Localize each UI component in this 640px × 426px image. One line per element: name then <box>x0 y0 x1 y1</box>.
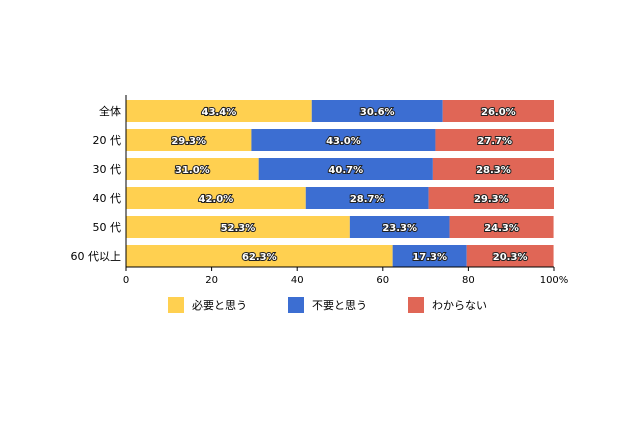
data-label-unknown-4: 24.3% <box>484 223 519 234</box>
category-label-1: 20 代 <box>93 134 122 147</box>
data-label-unnecessary-3: 28.7% <box>350 194 385 205</box>
legend-item-unnecessary: 不要と思う <box>288 297 408 313</box>
legend-item-necessary: 必要と思う <box>168 297 288 313</box>
data-label-unknown-1: 27.7% <box>477 136 512 147</box>
x-tick-label-1: 20 <box>205 275 218 286</box>
data-label-unnecessary-1: 43.0% <box>326 136 361 147</box>
bar-unknown-2 <box>432 158 554 180</box>
data-label-necessary-3: 42.0% <box>199 194 234 205</box>
legend: 必要と思う 不要と思う わからない <box>168 297 528 313</box>
bar-unknown-4 <box>449 216 554 238</box>
bar-unnecessary-4 <box>349 216 450 238</box>
bar-necessary-4 <box>126 216 350 238</box>
data-label-unknown-0: 26.0% <box>481 107 516 118</box>
x-tick-label-4: 80 <box>462 275 475 286</box>
bar-necessary-0 <box>126 100 312 122</box>
category-label-4: 50 代 <box>93 221 122 234</box>
category-label-2: 30 代 <box>93 163 122 176</box>
category-label-5: 60 代以上 <box>71 250 122 263</box>
data-label-unnecessary-0: 30.6% <box>360 107 395 118</box>
data-label-necessary-4: 52.3% <box>221 223 256 234</box>
bar-unknown-5 <box>466 245 554 267</box>
x-tick-label-3: 60 <box>376 275 389 286</box>
x-tick-label-2: 40 <box>291 275 304 286</box>
legend-label-unnecessary: 不要と思う <box>312 299 367 312</box>
data-label-unnecessary-4: 23.3% <box>382 223 417 234</box>
bar-unnecessary-3 <box>305 187 429 209</box>
bar-necessary-5 <box>126 245 393 267</box>
data-label-necessary-0: 43.4% <box>202 107 237 118</box>
legend-swatch-unknown <box>408 297 424 313</box>
bar-unnecessary-0 <box>311 100 443 122</box>
bar-unknown-0 <box>442 100 554 122</box>
category-label-3: 40 代 <box>93 192 122 205</box>
legend-item-unknown: わからない <box>408 297 528 313</box>
bar-necessary-1 <box>126 129 252 151</box>
legend-label-unknown: わからない <box>432 299 487 312</box>
data-label-unknown-5: 20.3% <box>493 252 528 263</box>
data-label-unknown-3: 29.3% <box>474 194 509 205</box>
bar-unknown-1 <box>435 129 554 151</box>
x-tick-label-0: 0 <box>123 275 129 286</box>
legend-label-necessary: 必要と思う <box>192 299 247 312</box>
legend-swatch-unnecessary <box>288 297 304 313</box>
data-label-unnecessary-5: 17.3% <box>412 252 447 263</box>
category-label-0: 全体 <box>99 104 121 118</box>
data-label-necessary-5: 62.3% <box>242 252 277 263</box>
bar-unknown-3 <box>428 187 554 209</box>
bar-necessary-3 <box>126 187 306 209</box>
data-label-necessary-2: 31.0% <box>175 165 210 176</box>
data-label-unknown-2: 28.3% <box>476 165 511 176</box>
bar-unnecessary-2 <box>258 158 433 180</box>
data-label-unnecessary-2: 40.7% <box>328 165 363 176</box>
x-tick-label-5: 100% <box>540 275 569 286</box>
bar-unnecessary-5 <box>392 245 467 267</box>
data-label-necessary-1: 29.3% <box>171 136 206 147</box>
legend-swatch-necessary <box>168 297 184 313</box>
bar-necessary-2 <box>126 158 259 180</box>
bar-unnecessary-1 <box>251 129 436 151</box>
